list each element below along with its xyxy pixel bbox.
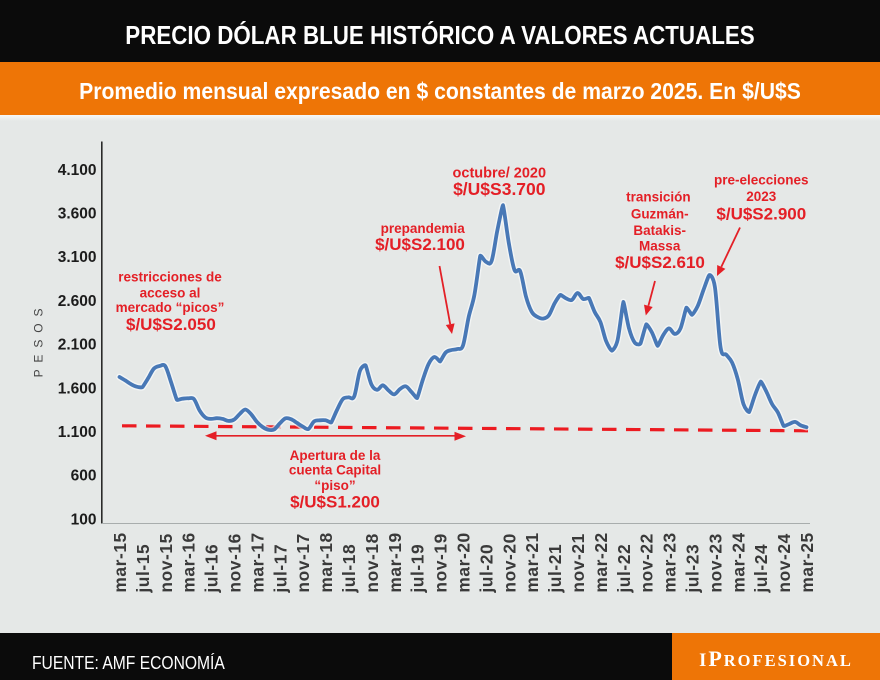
svg-text:$/U$S1.200: $/U$S1.200	[290, 493, 380, 512]
svg-text:3.100: 3.100	[58, 249, 97, 266]
svg-text:100: 100	[71, 511, 97, 528]
svg-text:mercado “picos”: mercado “picos”	[116, 300, 225, 315]
svg-text:Guzmán-: Guzmán-	[631, 207, 689, 222]
svg-text:nov-21: nov-21	[568, 533, 588, 592]
svg-text:jul-24: jul-24	[751, 544, 771, 594]
svg-text:pre-elecciones: pre-elecciones	[714, 173, 809, 188]
svg-text:nov-23: nov-23	[705, 533, 725, 592]
svg-text:mar-16: mar-16	[178, 532, 198, 592]
svg-text:jul-20: jul-20	[476, 544, 496, 594]
svg-text:nov-24: nov-24	[774, 533, 794, 592]
svg-text:P E S O S: P E S O S	[32, 307, 46, 378]
svg-text:600: 600	[71, 468, 97, 485]
svg-text:jul-21: jul-21	[545, 544, 565, 594]
svg-text:mar-21: mar-21	[522, 532, 542, 592]
svg-text:octubre/ 2020: octubre/ 2020	[453, 165, 547, 181]
svg-text:mar-18: mar-18	[316, 532, 336, 592]
svg-text:mar-15: mar-15	[110, 532, 130, 592]
svg-text:prepandemia: prepandemia	[381, 221, 466, 236]
svg-text:nov-18: nov-18	[362, 533, 382, 592]
svg-text:mar-24: mar-24	[728, 532, 748, 592]
svg-text:jul-18: jul-18	[339, 544, 359, 594]
svg-text:jul-15: jul-15	[133, 544, 153, 594]
svg-text:mar-25: mar-25	[797, 532, 817, 592]
svg-text:jul-17: jul-17	[270, 544, 290, 594]
svg-text:Massa: Massa	[639, 239, 681, 254]
svg-text:jul-19: jul-19	[407, 544, 427, 594]
svg-text:3.600: 3.600	[58, 206, 97, 223]
svg-text:$/U$S2.050: $/U$S2.050	[126, 315, 216, 334]
svg-text:nov-17: nov-17	[293, 533, 313, 592]
svg-text:mar-17: mar-17	[247, 532, 267, 592]
svg-text:jul-23: jul-23	[682, 544, 702, 594]
svg-text:2023: 2023	[746, 189, 777, 204]
svg-text:mar-20: mar-20	[453, 532, 473, 592]
svg-text:2.100: 2.100	[58, 337, 97, 354]
svg-text:$/U$S2.100: $/U$S2.100	[375, 235, 465, 254]
svg-text:restricciones de: restricciones de	[118, 269, 222, 284]
svg-text:jul-16: jul-16	[201, 544, 221, 594]
svg-text:cuenta Capital: cuenta Capital	[289, 462, 381, 477]
svg-text:nov-22: nov-22	[636, 533, 656, 592]
svg-text:1.600: 1.600	[58, 380, 97, 397]
svg-text:nov-20: nov-20	[499, 533, 519, 592]
svg-text:acceso al: acceso al	[140, 286, 201, 301]
svg-text:“piso”: “piso”	[314, 478, 355, 493]
svg-text:$/U$S3.700: $/U$S3.700	[453, 179, 546, 199]
svg-text:$/U$S2.610: $/U$S2.610	[615, 253, 705, 272]
svg-text:Batakis-: Batakis-	[633, 223, 686, 238]
svg-text:mar-19: mar-19	[385, 532, 405, 592]
svg-text:nov-15: nov-15	[156, 533, 176, 592]
svg-text:1.100: 1.100	[58, 424, 97, 441]
svg-text:mar-22: mar-22	[591, 532, 611, 592]
svg-text:mar-23: mar-23	[659, 532, 679, 592]
svg-text:transición: transición	[626, 190, 691, 205]
svg-text:Apertura de la: Apertura de la	[290, 448, 381, 463]
svg-text:jul-22: jul-22	[614, 544, 634, 594]
svg-text:nov-19: nov-19	[430, 533, 450, 592]
svg-text:2.600: 2.600	[58, 293, 97, 310]
svg-text:4.100: 4.100	[58, 162, 97, 179]
svg-text:nov-16: nov-16	[224, 533, 244, 592]
svg-text:$/U$S2.900: $/U$S2.900	[716, 204, 806, 223]
